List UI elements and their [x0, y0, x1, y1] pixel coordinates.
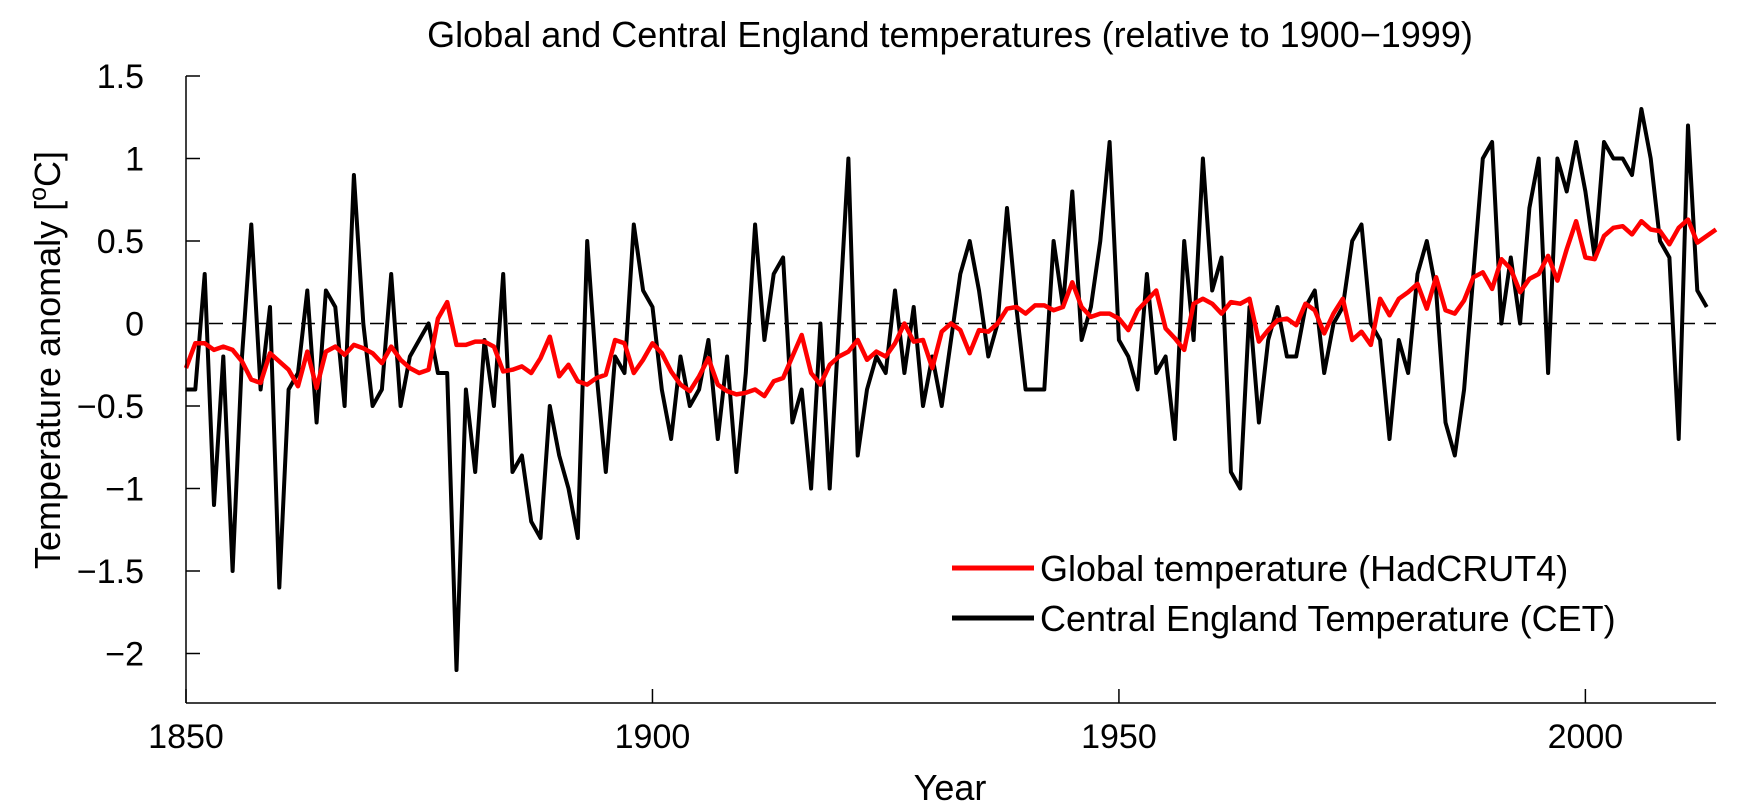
y-axis-label-unit: C] [27, 151, 68, 187]
y-tick-label: −1.5 [77, 553, 144, 591]
y-tick-label: −2 [105, 636, 144, 674]
x-tick-label: 1950 [1081, 718, 1157, 756]
y-axis-label-text: Temperature anomaly [ [27, 201, 68, 569]
y-tick-label: −1 [105, 471, 144, 509]
plot-background [186, 76, 1716, 703]
chart-title: Global and Central England temperatures … [427, 14, 1473, 55]
x-tick-label: 2000 [1548, 718, 1624, 756]
y-tick-label: 1 [125, 141, 144, 179]
plot-area [183, 76, 1718, 703]
series-line-cet [186, 107, 1709, 672]
x-tick-label: 1850 [148, 718, 224, 756]
x-axis: 1850 1900 1950 2000 [148, 689, 1716, 756]
y-tick-label: −0.5 [77, 388, 144, 426]
legend-label-global: Global temperature (HadCRUT4) [1040, 548, 1568, 589]
y-tick-label: 0.5 [97, 223, 144, 261]
legend: Global temperature (HadCRUT4) Central En… [952, 548, 1616, 639]
legend-label-cet: Central England Temperature (CET) [1040, 598, 1616, 639]
y-axis-label: Temperature anomaly [oC] [24, 151, 68, 569]
y-tick-label: 1.5 [97, 58, 144, 96]
x-axis-label: Year [914, 767, 987, 808]
y-axis: −2 −1.5 −1 −0.5 0 0.5 1 1.5 [77, 58, 200, 703]
y-axis-label-degree: o [24, 187, 52, 201]
series-line-global [183, 217, 1718, 399]
x-tick-label: 1900 [615, 718, 691, 756]
y-tick-label: 0 [125, 306, 144, 344]
